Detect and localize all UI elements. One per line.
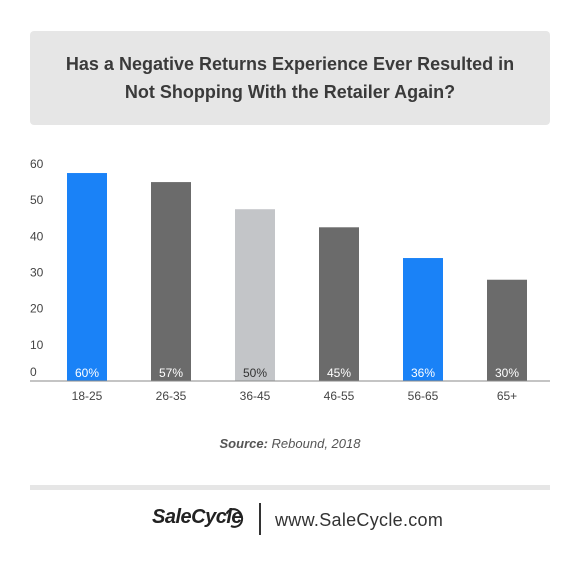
y-tick-label: 0 (30, 365, 37, 379)
footer-separator (259, 503, 261, 535)
bar-data-label: 57% (159, 366, 183, 380)
bar (403, 258, 443, 381)
y-tick-label: 30 (30, 266, 44, 280)
footer-url[interactable]: www.SaleCycle.com (275, 510, 444, 530)
footer: SaleCycle www.SaleCycle.com (0, 500, 580, 540)
x-tick-label: 36-45 (240, 389, 271, 403)
bar-chart: 0 10 20 30 40 50 60 60% 18-25 57% 26-35 50% 36-45 45%… (30, 157, 550, 403)
x-tick-label: 18-25 (72, 389, 103, 403)
y-tick-label: 20 (30, 302, 44, 316)
x-tick-label: 26-35 (156, 389, 187, 403)
x-tick-label: 56-65 (408, 389, 439, 403)
source-text: Rebound, 2018 (271, 436, 361, 451)
y-tick-label: 40 (30, 229, 44, 243)
chart-title: Has a Negative Returns Experience Ever R… (65, 54, 515, 102)
bar-data-label: 36% (411, 366, 435, 380)
bar-data-label: 50% (243, 366, 267, 380)
bar-data-label: 45% (327, 366, 351, 380)
y-tick-label: 50 (30, 193, 44, 207)
source-label: Source: (219, 436, 268, 451)
x-tick-label: 46-55 (324, 389, 355, 403)
x-tick-label: 65+ (497, 389, 517, 403)
bar-data-label: 60% (75, 366, 99, 380)
bar (319, 227, 359, 381)
chart-title-box: Has a Negative Returns Experience Ever R… (30, 31, 550, 125)
y-tick-label: 10 (30, 338, 44, 352)
bar (235, 209, 275, 381)
y-tick-label: 60 (30, 157, 44, 171)
bar-data-label: 30% (495, 366, 519, 380)
source-note: Source: Rebound, 2018 (0, 436, 580, 451)
footer-divider (30, 485, 550, 490)
bar (151, 182, 191, 381)
salecycle-logo: SaleCycle (152, 506, 243, 528)
bar (67, 173, 107, 381)
bar (487, 279, 527, 381)
